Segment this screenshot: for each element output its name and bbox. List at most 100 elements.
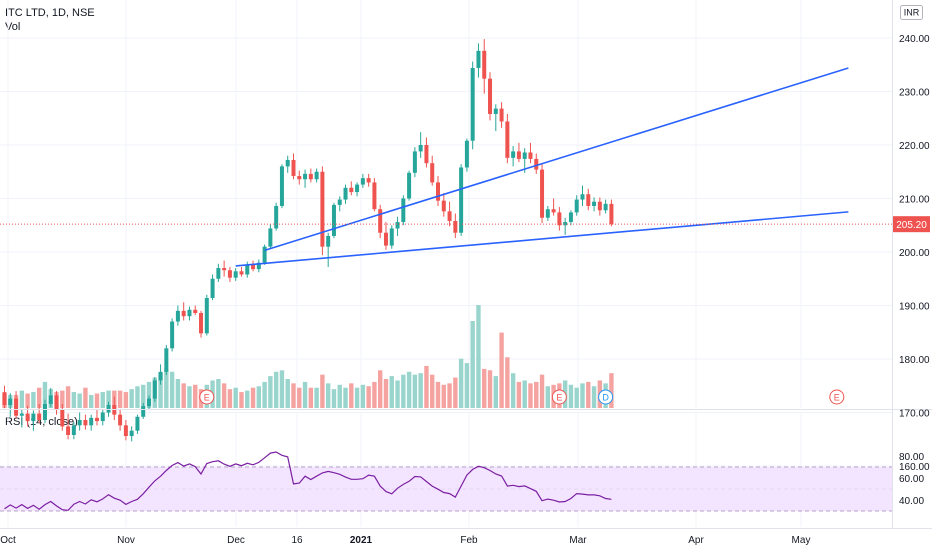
volume-bar: [493, 376, 498, 408]
rsi-tick-label: 80.00: [899, 452, 924, 463]
candle-body: [48, 395, 53, 404]
candle-body: [343, 187, 348, 200]
volume-bar: [216, 379, 221, 408]
candle-body: [505, 121, 510, 158]
candle-body: [349, 187, 354, 193]
candle-body: [355, 184, 360, 193]
time-tick-label: May: [792, 535, 811, 546]
candle-body: [239, 271, 244, 275]
candle-body: [563, 222, 568, 226]
trendline: [235, 211, 849, 267]
grid: [0, 0, 892, 527]
candle-body: [522, 152, 527, 159]
event-marker: D: [598, 389, 614, 405]
volume-bar: [308, 387, 314, 408]
candle-body: [14, 398, 19, 416]
time-axis[interactable]: Oct Nov Dec 16 2021 Feb Mar Apr May: [0, 535, 810, 546]
volume-bar: [395, 380, 400, 408]
candle-body: [274, 205, 279, 229]
pane-dividers: [0, 0, 932, 529]
candle-body: [83, 419, 88, 426]
candle-body: [482, 50, 487, 79]
volume-bar: [135, 386, 140, 408]
candle-body: [245, 264, 250, 275]
volume-bar: [175, 379, 181, 408]
event-marker-circle: [551, 389, 567, 405]
chart-title: ITC LTD, 1D, NSE: [5, 7, 95, 19]
candle-body: [551, 209, 556, 213]
candle-body: [37, 413, 42, 420]
rsi-line: [4, 451, 612, 511]
candle-body: [436, 182, 440, 201]
volume-bar: [106, 390, 111, 408]
candle-body: [430, 163, 435, 183]
event-marker-circle: [199, 389, 215, 405]
trendlines[interactable]: [235, 67, 849, 267]
volume-bar: [372, 381, 377, 408]
price-tick-label: 160.00: [899, 462, 930, 473]
price-tick-label: 230.00: [899, 88, 930, 99]
candle-body: [175, 310, 180, 322]
volume-bar: [83, 387, 88, 408]
candle-body: [2, 392, 7, 406]
candle-body: [193, 309, 198, 313]
price-axis[interactable]: 240.00 230.00 220.00 210.00 200.00 190.00 180.…: [893, 5, 930, 474]
candle-body: [141, 406, 146, 417]
candle-body: [71, 425, 76, 435]
candle-body: [94, 417, 99, 422]
price-tick-label: 210.00: [899, 195, 930, 206]
candle-body: [204, 298, 209, 334]
candle-body: [129, 430, 134, 437]
volume-bar: [36, 387, 42, 408]
volume-bar: [343, 387, 348, 408]
candle-body: [568, 212, 573, 223]
price-tick-label: 240.00: [899, 34, 930, 45]
candle-body: [453, 220, 458, 233]
volume-bar: [94, 393, 100, 408]
candle-body: [366, 178, 371, 183]
trendline: [264, 67, 849, 252]
time-tick-label: Mar: [569, 535, 587, 546]
candle-body: [580, 194, 585, 200]
volume-bar: [366, 386, 371, 408]
volume-bar: [586, 381, 591, 408]
volume-bar: [117, 390, 123, 408]
candle-body: [540, 169, 545, 218]
volume-bar: [31, 392, 36, 408]
candle-body: [19, 413, 24, 416]
event-marker-label: D: [602, 393, 609, 403]
volume-bar: [487, 370, 493, 408]
time-tick-label: Nov: [117, 535, 135, 546]
volume-bar: [435, 381, 441, 408]
volume-bar: [164, 368, 169, 408]
volume-bar: [227, 389, 233, 408]
volume-bar: [129, 389, 134, 408]
candle-body: [320, 171, 325, 247]
candle-body: [331, 204, 336, 236]
candle-body: [66, 426, 71, 435]
volume-bar: [285, 379, 290, 408]
candle-body: [262, 246, 267, 263]
volume-bar: [545, 386, 551, 408]
volume-bar: [25, 393, 30, 408]
candle-body: [118, 414, 123, 426]
rsi-tick-label: 60.00: [899, 474, 924, 485]
candle-body: [77, 419, 82, 426]
candle-body: [147, 398, 151, 407]
candle-body: [557, 212, 562, 226]
last-price-tag-bg: [893, 216, 930, 233]
candle-body: [603, 203, 608, 211]
volume-bar: [42, 381, 48, 408]
volume-bar: [458, 358, 464, 408]
candle-body: [470, 67, 475, 141]
candle-body: [222, 268, 227, 271]
candle-body: [89, 417, 94, 426]
last-price-tag: 205.20: [893, 216, 930, 233]
volume-bar: [279, 370, 285, 408]
candle-body: [395, 222, 400, 229]
candle-body: [401, 198, 406, 223]
volume-bar: [505, 357, 510, 408]
price-tick-label: 220.00: [899, 141, 930, 152]
